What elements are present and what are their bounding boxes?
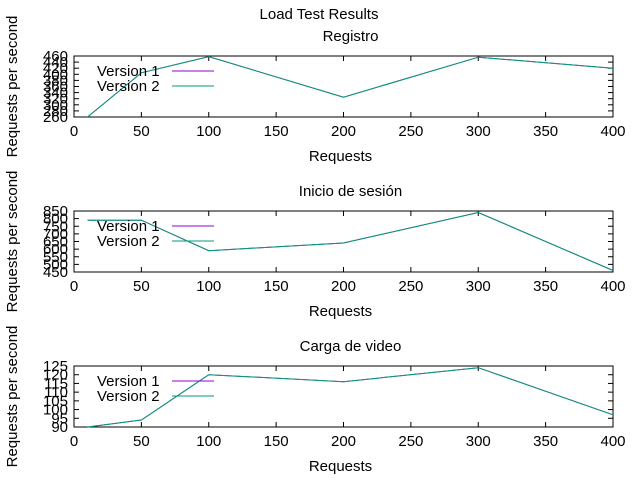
y-tick-label: 110 [44, 384, 68, 401]
x-tick-label: 150 [264, 433, 289, 450]
x-tick-label: 150 [264, 123, 289, 140]
legend-label: Version 1 [97, 63, 160, 80]
y-tick-label: 360 [43, 79, 68, 96]
y-tick-label: 750 [43, 218, 68, 235]
y-tick-label: 115 [44, 375, 68, 392]
x-tick-label: 50 [133, 433, 150, 450]
x-tick-label: 400 [600, 433, 625, 450]
x-tick-label: 300 [466, 123, 491, 140]
series-line-version-2 [87, 56, 614, 118]
y-tick-label: 550 [43, 249, 68, 266]
y-tick-label: 95 [51, 410, 68, 427]
y-tick-label: 460 [43, 48, 68, 65]
x-axis-label: Requests [309, 148, 372, 165]
x-tick-label: 100 [196, 123, 221, 140]
y-tick-label: 100 [43, 402, 68, 419]
x-tick-label: 200 [331, 123, 356, 140]
series-line-version-1 [87, 56, 614, 118]
x-tick-label: 250 [398, 123, 423, 140]
x-tick-label: 0 [70, 433, 78, 450]
series-line-version-1 [87, 367, 614, 428]
y-tick-label: 450 [43, 264, 68, 281]
chart-panel-3: Carga de video 0 50 100 150 200 250 300 350 400 90… [4, 326, 626, 475]
y-tick-label: 850 [43, 203, 68, 220]
y-axis-label: Requests per second [4, 16, 21, 158]
legend-label: Version 2 [97, 388, 160, 405]
y-tick-label: 300 [43, 97, 68, 114]
x-tick-label: 150 [264, 278, 289, 295]
x-tick-label: 300 [466, 278, 491, 295]
y-tick-label: 600 [43, 241, 68, 258]
y-tick-label: 400 [43, 66, 68, 83]
chart-panel-2: Inicio de sesión 0 50 100 150 200 250 300 350 400… [4, 171, 626, 320]
figure-title: Load Test Results [260, 6, 379, 23]
x-tick-label: 0 [70, 123, 78, 140]
x-tick-label: 350 [533, 433, 558, 450]
x-tick-label: 400 [600, 278, 625, 295]
x-tick-label: 50 [133, 278, 150, 295]
x-axis-label: Requests [309, 303, 372, 320]
x-tick-label: 0 [70, 278, 78, 295]
x-tick-label: 100 [196, 433, 221, 450]
legend-label: Version 2 [97, 233, 160, 250]
series-line-version-2 [87, 211, 614, 271]
x-tick-label: 200 [331, 433, 356, 450]
legend-label: Version 2 [97, 78, 160, 95]
y-tick-label: 120 [43, 367, 68, 384]
chart-title: Registro [323, 28, 379, 45]
y-tick-label: 440 [43, 54, 68, 71]
series-line-version-2 [87, 367, 614, 428]
x-tick-label: 350 [533, 278, 558, 295]
x-tick-label: 50 [133, 123, 150, 140]
y-tick-label: 90 [51, 419, 68, 436]
x-tick-label: 300 [466, 433, 491, 450]
y-tick-label: 700 [43, 226, 68, 243]
y-tick-label: 800 [43, 211, 68, 228]
x-tick-label: 350 [533, 123, 558, 140]
x-tick-label: 250 [398, 433, 423, 450]
x-tick-label: 100 [196, 278, 221, 295]
x-tick-label: 200 [331, 278, 356, 295]
y-tick-label: 380 [43, 72, 68, 89]
x-axis-label: Requests [309, 458, 372, 475]
chart-title: Inicio de sesión [299, 183, 402, 200]
y-tick-label: 500 [43, 256, 68, 273]
x-tick-label: 250 [398, 278, 423, 295]
chart-title: Carga de video [300, 338, 402, 355]
y-tick-label: 125 [43, 358, 68, 375]
y-tick-label: 280 [43, 103, 68, 120]
y-axis-label: Requests per second [4, 326, 21, 468]
y-tick-label: 320 [43, 91, 68, 108]
y-axis-label: Requests per second [4, 171, 21, 313]
y-tick-label: 420 [43, 60, 68, 77]
legend-label: Version 1 [97, 218, 160, 235]
y-tick-label: 105 [43, 393, 68, 410]
y-tick-label: 650 [43, 234, 68, 251]
legend-label: Version 1 [97, 373, 160, 390]
y-tick-label: 260 [43, 109, 68, 126]
y-tick-label: 340 [43, 85, 68, 102]
x-tick-label: 400 [600, 123, 625, 140]
